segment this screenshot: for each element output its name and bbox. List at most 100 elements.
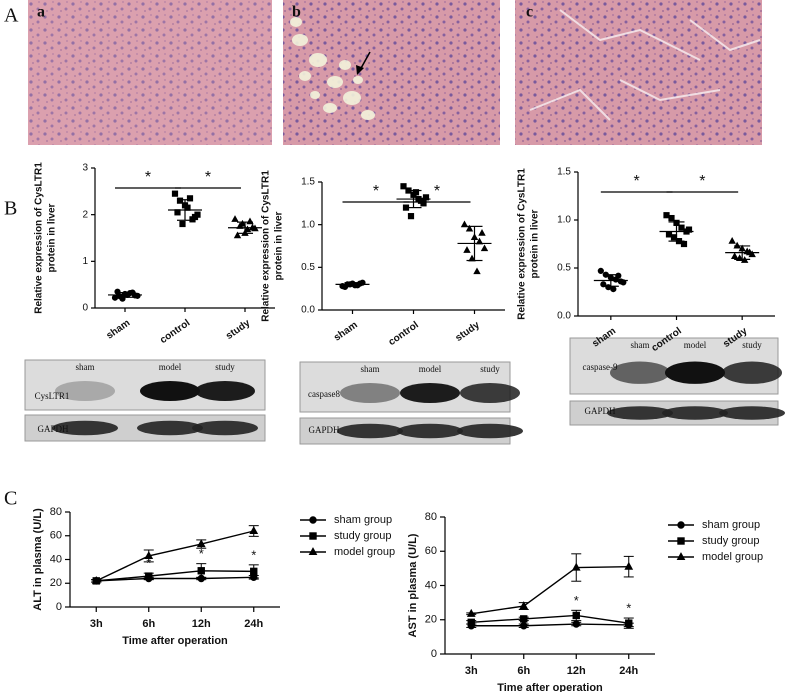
data-point: [572, 620, 580, 628]
data-point: [605, 284, 612, 291]
blot-band: [340, 383, 400, 403]
data-point: [243, 225, 252, 233]
lane-label: model: [419, 364, 442, 374]
y-tick-label: 80: [50, 506, 62, 518]
data-point: [678, 224, 685, 231]
significance-label: *: [251, 547, 256, 562]
blot-target-label: caspase-9: [583, 362, 618, 372]
y-tick-label: 40: [425, 579, 437, 591]
x-tick-label: study: [454, 319, 483, 344]
legend-marker: [677, 521, 685, 529]
data-point: [114, 288, 121, 295]
data-point: [246, 217, 254, 225]
panel-label: B: [4, 198, 17, 220]
data-point: [473, 267, 481, 275]
x-tick-label: study: [224, 317, 253, 342]
data-point: [144, 551, 154, 559]
x-axis-label: Time after operation: [497, 682, 603, 692]
blot-band: [457, 423, 523, 439]
y-tick-label: 80: [425, 511, 437, 523]
legend-label: model group: [334, 546, 395, 558]
data-point: [176, 197, 184, 204]
data-point: [249, 526, 259, 535]
significance-label: *: [199, 546, 204, 561]
histology-b: b: [283, 0, 500, 145]
significance-label: *: [699, 173, 705, 190]
panel-label: C: [4, 488, 17, 510]
data-point: [356, 280, 364, 287]
data-point: [625, 619, 633, 627]
x-tick-label: 3h: [465, 665, 478, 677]
x-tick-label: 24h: [619, 665, 638, 677]
blot-band: [195, 381, 255, 401]
y-tick-label: 0: [82, 303, 88, 314]
y-tick-label: 40: [50, 553, 62, 565]
y-tick-label: 2: [82, 209, 88, 220]
x-tick-label: 6h: [142, 618, 155, 630]
data-point: [111, 294, 119, 301]
x-tick-label: sham: [105, 318, 133, 342]
y-tick-label: 60: [50, 530, 62, 542]
legend-marker: [309, 532, 317, 540]
blot-band: [460, 383, 520, 403]
series-line: [96, 576, 254, 582]
blot-control-label: GAPDH: [308, 425, 340, 435]
y-axis-label: protein in liver: [47, 203, 58, 272]
data-point: [400, 183, 407, 190]
data-point: [179, 220, 186, 228]
y-tick-label: 3: [82, 163, 88, 174]
significance-label: *: [373, 183, 379, 200]
data-point: [668, 214, 675, 222]
x-tick-label: 3h: [90, 618, 103, 630]
data-point: [231, 215, 239, 222]
x-tick-label: 24h: [244, 618, 263, 630]
data-point: [520, 622, 528, 630]
image-label: b: [292, 4, 301, 21]
series-line: [96, 570, 254, 582]
data-point: [417, 197, 425, 204]
x-tick-label: control: [158, 317, 192, 346]
legend-marker: [309, 516, 317, 524]
x-tick-label: 6h: [517, 665, 530, 677]
data-point: [186, 195, 194, 202]
image-label: a: [37, 4, 45, 21]
x-tick-label: 12h: [192, 618, 211, 630]
y-axis-label: Relative expression of CysLTR1: [517, 168, 528, 320]
significance-label: *: [145, 169, 151, 186]
legend-label: study group: [334, 530, 391, 542]
blot-band: [610, 361, 670, 384]
y-tick-label: 1.0: [557, 215, 571, 226]
data-point: [597, 267, 604, 274]
data-point: [728, 236, 736, 244]
series-line: [471, 614, 629, 624]
panel-label: A: [4, 5, 19, 27]
data-point: [670, 234, 678, 241]
x-tick-label: 12h: [567, 665, 586, 677]
data-point: [422, 194, 430, 201]
significance-label: *: [434, 183, 440, 200]
x-tick-label: sham: [332, 320, 360, 344]
y-tick-label: 0.5: [301, 262, 315, 273]
significance-label: *: [205, 169, 211, 186]
lane-label: study: [215, 362, 235, 372]
legend-label: sham group: [334, 514, 392, 526]
significance-label: *: [574, 593, 579, 608]
lane-label: sham: [76, 362, 95, 372]
data-point: [624, 561, 634, 570]
legend-label: model group: [702, 551, 763, 563]
data-point: [730, 252, 739, 260]
y-tick-label: 1.5: [301, 177, 315, 188]
blot-band: [140, 381, 200, 401]
image-label: c: [526, 4, 533, 21]
y-tick-label: 0: [431, 648, 437, 660]
lane-label: model: [159, 362, 182, 372]
legend-marker: [676, 552, 686, 561]
blot-band: [719, 406, 785, 420]
y-tick-label: 1: [82, 256, 88, 267]
data-point: [663, 212, 670, 219]
x-tick-label: control: [387, 319, 421, 348]
data-point: [134, 292, 141, 299]
blot-band: [400, 383, 460, 403]
significance-label: *: [634, 173, 640, 190]
blot-band: [192, 420, 258, 436]
